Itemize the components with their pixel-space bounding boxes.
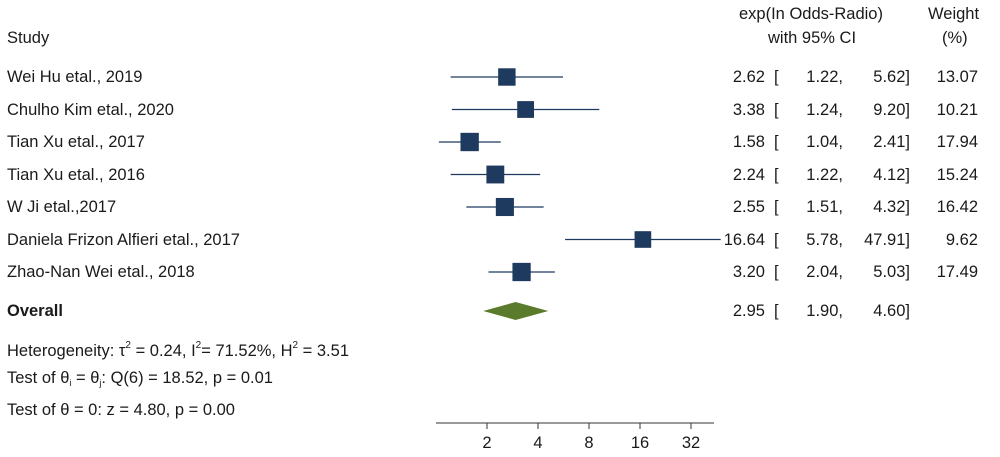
effect-estimate: 2.62: [732, 68, 765, 86]
effect-estimate: 3.20: [732, 263, 765, 281]
study-weight: 9.62: [945, 230, 978, 249]
effect-marker: [495, 197, 514, 217]
study-name: Chulho Kim etal., 2020: [7, 100, 174, 119]
study-name: Zhao-Nan Wei etal., 2018: [7, 263, 195, 281]
overall-effect-test: Test of θ = 0: z = 4.80, p = 0.00: [7, 401, 235, 419]
ci-upper: 9.20]: [873, 100, 910, 119]
ci-lower: 1.22,: [806, 68, 843, 86]
ci-bracket-open: [: [774, 68, 779, 86]
study-name: W Ji etal.,2017: [7, 198, 117, 216]
ci-upper: 5.62]: [873, 68, 910, 86]
ci-upper: 4.12]: [873, 165, 910, 184]
header-effect-line1: exp(In Odds-Radio): [739, 5, 883, 23]
ci-upper: 47.91]: [864, 230, 910, 249]
overall-label: Overall: [7, 302, 63, 320]
ci-bracket-open: [: [774, 230, 779, 249]
header-weight-line1: Weight: [928, 5, 980, 23]
effect-marker: [634, 231, 652, 248]
effect-estimate: 2.55: [732, 198, 765, 216]
ci-lower: 1.22,: [806, 165, 843, 184]
x-tick-label: 16: [631, 434, 649, 452]
header-weight-line2: (%): [942, 29, 968, 47]
overall-ci-lower: 1.90,: [806, 302, 843, 320]
ci-lower: 1.04,: [806, 133, 843, 151]
study-name: Tian Xu etal., 2016: [7, 165, 145, 184]
ci-bracket-open: [: [774, 302, 779, 320]
study-name: Wei Hu etal., 2019: [7, 68, 143, 86]
overall-ci-upper: 4.60]: [873, 302, 910, 320]
x-tick-label: 32: [682, 434, 700, 452]
header-effect-line2: with 95% CI: [768, 29, 857, 47]
overall-diamond: [483, 302, 549, 320]
x-tick-label: 8: [584, 434, 593, 452]
ci-upper: 2.41]: [873, 133, 910, 151]
effect-marker: [512, 262, 531, 282]
homogeneity-test: Test of θi = θj: Q(6) = 18.52, p = 0.01: [7, 369, 273, 388]
effect-estimate: 1.58: [732, 133, 765, 151]
study-name: Tian Xu etal., 2017: [7, 133, 145, 151]
ci-upper: 5.03]: [873, 263, 910, 281]
study-weight: 17.49: [936, 263, 978, 281]
ci-bracket-open: [: [774, 133, 779, 151]
study-weight: 17.94: [936, 133, 978, 151]
ci-bracket-open: [: [774, 198, 779, 216]
effect-estimate: 3.38: [732, 100, 765, 119]
ci-lower: 5.78,: [806, 230, 843, 249]
ci-lower: 1.24,: [806, 100, 843, 119]
heterogeneity-stats: Heterogeneity: τ2 = 0.24, I2= 71.52%, H2…: [7, 340, 349, 360]
ci-bracket-open: [: [774, 100, 779, 119]
study-weight: 15.24: [936, 165, 978, 184]
study-weight: 16.42: [936, 198, 978, 216]
ci-upper: 4.32]: [873, 198, 910, 216]
ci-lower: 2.04,: [806, 263, 843, 281]
x-tick-label: 2: [482, 434, 491, 452]
effect-marker: [486, 165, 505, 184]
x-tick-label: 4: [533, 434, 542, 452]
effect-estimate: 2.24: [732, 165, 765, 184]
ci-bracket-open: [: [774, 165, 779, 184]
ci-lower: 1.51,: [806, 198, 843, 216]
effect-marker: [517, 101, 535, 118]
overall-estimate: 2.95: [732, 302, 765, 320]
study-weight: 10.21: [936, 100, 978, 119]
ci-bracket-open: [: [774, 263, 779, 281]
effect-marker: [460, 132, 479, 152]
study-weight: 13.07: [936, 68, 978, 86]
effect-estimate: 16.64: [723, 230, 765, 249]
study-name: Daniela Frizon Alfieri etal., 2017: [7, 230, 240, 249]
header-study: Study: [7, 29, 50, 47]
effect-marker: [498, 68, 516, 86]
